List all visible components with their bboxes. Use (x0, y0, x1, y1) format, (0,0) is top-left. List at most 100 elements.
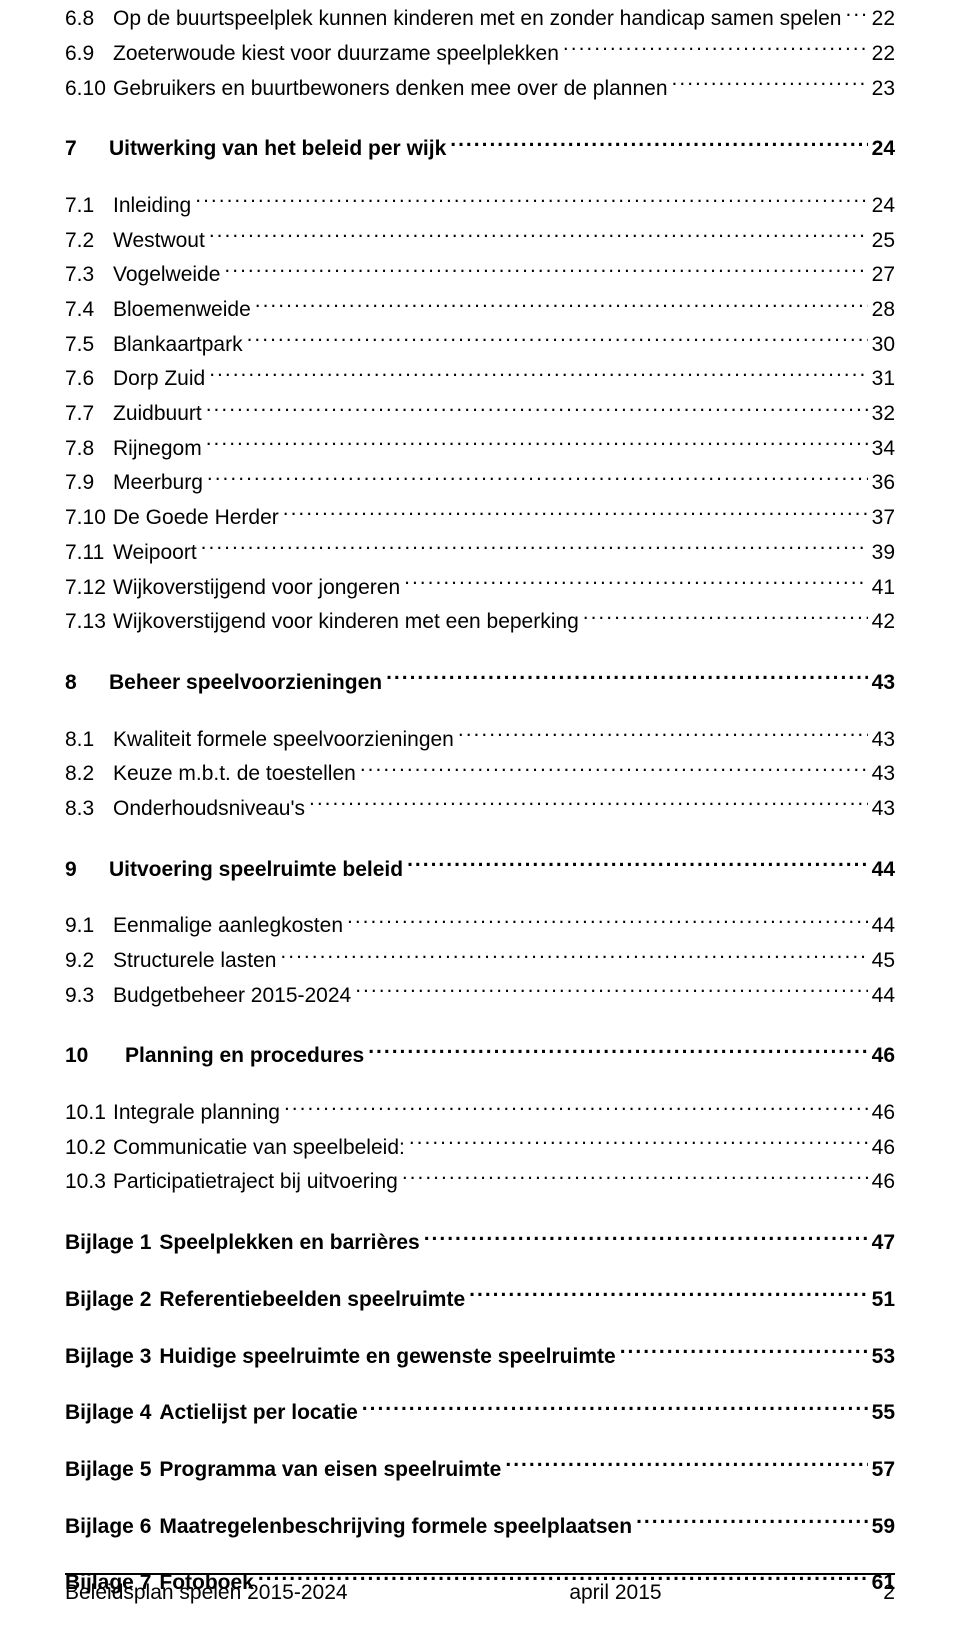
toc-page: 51 (872, 1284, 895, 1316)
toc-num: Bijlage 1 (65, 1227, 151, 1259)
toc-label: Dorp Zuid (113, 363, 205, 395)
toc-num: 10 (65, 1040, 125, 1072)
toc-leader (636, 1507, 868, 1532)
toc-num: Bijlage 4 (65, 1397, 151, 1429)
toc-leader (284, 1094, 868, 1119)
toc-entry: 8.3Onderhoudsniveau's43 (65, 790, 895, 825)
toc-label: Westwout (113, 225, 205, 257)
toc-entry: 7.7Zuidbuurt32 (65, 395, 895, 430)
toc-label: Kwaliteit formele speelvoorzieningen (113, 724, 454, 756)
toc-entry: 7.3Vogelweide27 (65, 256, 895, 291)
toc-label: Zoeterwoude kiest voor duurzame speelple… (113, 38, 559, 70)
toc-leader (505, 1451, 867, 1476)
toc-num: 10.3 (65, 1166, 113, 1198)
footer-center: april 2015 (569, 1577, 661, 1609)
toc-page: 43 (872, 667, 895, 699)
toc-leader (362, 1394, 868, 1419)
toc-page: 31 (872, 363, 895, 395)
toc-leader (224, 256, 867, 281)
toc-num: 7.4 (65, 294, 113, 326)
toc-num: 7.10 (65, 502, 113, 534)
toc-page-num: 44 (872, 858, 895, 881)
toc-label: Huidige speelruimte en gewenste speelrui… (159, 1341, 615, 1373)
toc-entry: 7.9Meerburg36 (65, 464, 895, 499)
footer-left: Beleidsplan spelen 2015-2024 (65, 1577, 348, 1609)
toc-page: 53 (872, 1341, 895, 1373)
toc-leader (347, 907, 868, 932)
toc-page: 55 (872, 1397, 895, 1429)
toc-label: Wijkoverstijgend voor jongeren (113, 572, 400, 604)
toc-leader (672, 69, 868, 94)
toc-entry: 7.5Blankaartpark30 (65, 326, 895, 361)
toc-leader (206, 430, 868, 455)
toc-num: 8.2 (65, 758, 113, 790)
toc-num: 7.12 (65, 572, 113, 604)
toc-page: 30 (872, 329, 895, 361)
toc-entry: 9.1Eenmalige aanlegkosten44 (65, 907, 895, 942)
toc-label: Gebruikers en buurtbewoners denken mee o… (113, 73, 668, 105)
toc-num: 10.1 (65, 1097, 113, 1129)
toc-label: Inleiding (113, 190, 191, 222)
toc-page: 37 (872, 502, 895, 534)
footer-rule (65, 1573, 895, 1575)
toc-entry: 7.10De Goede Herder 37 (65, 499, 895, 534)
toc-page: 46 (872, 1166, 895, 1198)
toc-page: 46 (872, 1040, 895, 1072)
toc-page: 46 (872, 1132, 895, 1164)
toc-label: Weipoort (113, 537, 197, 569)
toc-page: 23 (872, 73, 895, 105)
toc-entry: 7.11Weipoort39 (65, 534, 895, 569)
toc-label: De Goede Herder (113, 502, 279, 534)
toc-leader (201, 534, 868, 559)
toc-num: 7.8 (65, 433, 113, 465)
toc-entry: 6.10 Gebruikers en buurtbewoners denken … (65, 69, 895, 104)
toc-page: 59 (872, 1511, 895, 1543)
toc-num: 9.1 (65, 910, 113, 942)
toc-num: 8.1 (65, 724, 113, 756)
toc-num: 9 (65, 854, 109, 886)
toc-num: 7.2 (65, 225, 113, 257)
toc-section-9-sub: 9.1Eenmalige aanlegkosten44 9.2Structure… (65, 907, 895, 1011)
toc-page: 22 (872, 38, 895, 70)
toc-chapter-10: 10 Planning en procedures 46 (65, 1037, 895, 1072)
toc-entry: 10.2Communicatie van speelbeleid:46 (65, 1129, 895, 1164)
toc-page-num: 53 (872, 1345, 895, 1368)
toc-num: 6.10 (65, 73, 113, 105)
toc-page-num: 57 (872, 1458, 895, 1481)
toc-leader (404, 568, 868, 593)
toc-leader (620, 1337, 868, 1362)
toc-page: 32 (872, 398, 895, 430)
toc-leader (247, 326, 868, 351)
toc-leader (206, 395, 868, 420)
toc-page: 39 (872, 537, 895, 569)
toc-label: Op de buurtspeelplek kunnen kinderen met… (113, 3, 842, 35)
toc-leader (368, 1037, 867, 1062)
toc-label: Keuze m.b.t. de toestellen (113, 758, 356, 790)
toc-label: Communicatie van speelbeleid: (113, 1132, 405, 1164)
toc-num: 7.5 (65, 329, 113, 361)
toc-entry: 8.2Keuze m.b.t. de toestellen43 (65, 755, 895, 790)
toc-page: 43 (872, 724, 895, 756)
toc-page: 25 (872, 225, 895, 257)
toc-entry: 10.3Participatietraject bij uitvoering46 (65, 1163, 895, 1198)
toc-entry: 7.4Bloemenweide28 (65, 291, 895, 326)
toc-page: 28 (872, 294, 895, 326)
toc-section-7-sub: 7.1Inleiding24 7.2Westwout25 7.3Vogelwei… (65, 187, 895, 638)
toc-leader (309, 790, 868, 815)
toc-chapter-8: 8 Beheer speelvoorzieningen 43 (65, 664, 895, 699)
toc-num: 7.6 (65, 363, 113, 395)
toc-leader (386, 664, 868, 689)
toc-label: Budgetbeheer 2015-2024 (113, 980, 351, 1012)
toc-leader (255, 291, 868, 316)
toc-leader (458, 720, 868, 745)
toc-entry: 7.8Rijnegom34 (65, 430, 895, 465)
toc-page-num: 43 (872, 671, 895, 694)
toc-leader (207, 464, 868, 489)
toc-page: 41 (872, 572, 895, 604)
toc-leader (280, 942, 867, 967)
toc-bijlage: Bijlage 4Actielijst per locatie 55 (65, 1394, 895, 1429)
toc-leader (424, 1224, 868, 1249)
toc-page: 44 (872, 910, 895, 942)
toc-leader (583, 603, 868, 628)
toc-label: Meerburg (113, 467, 203, 499)
